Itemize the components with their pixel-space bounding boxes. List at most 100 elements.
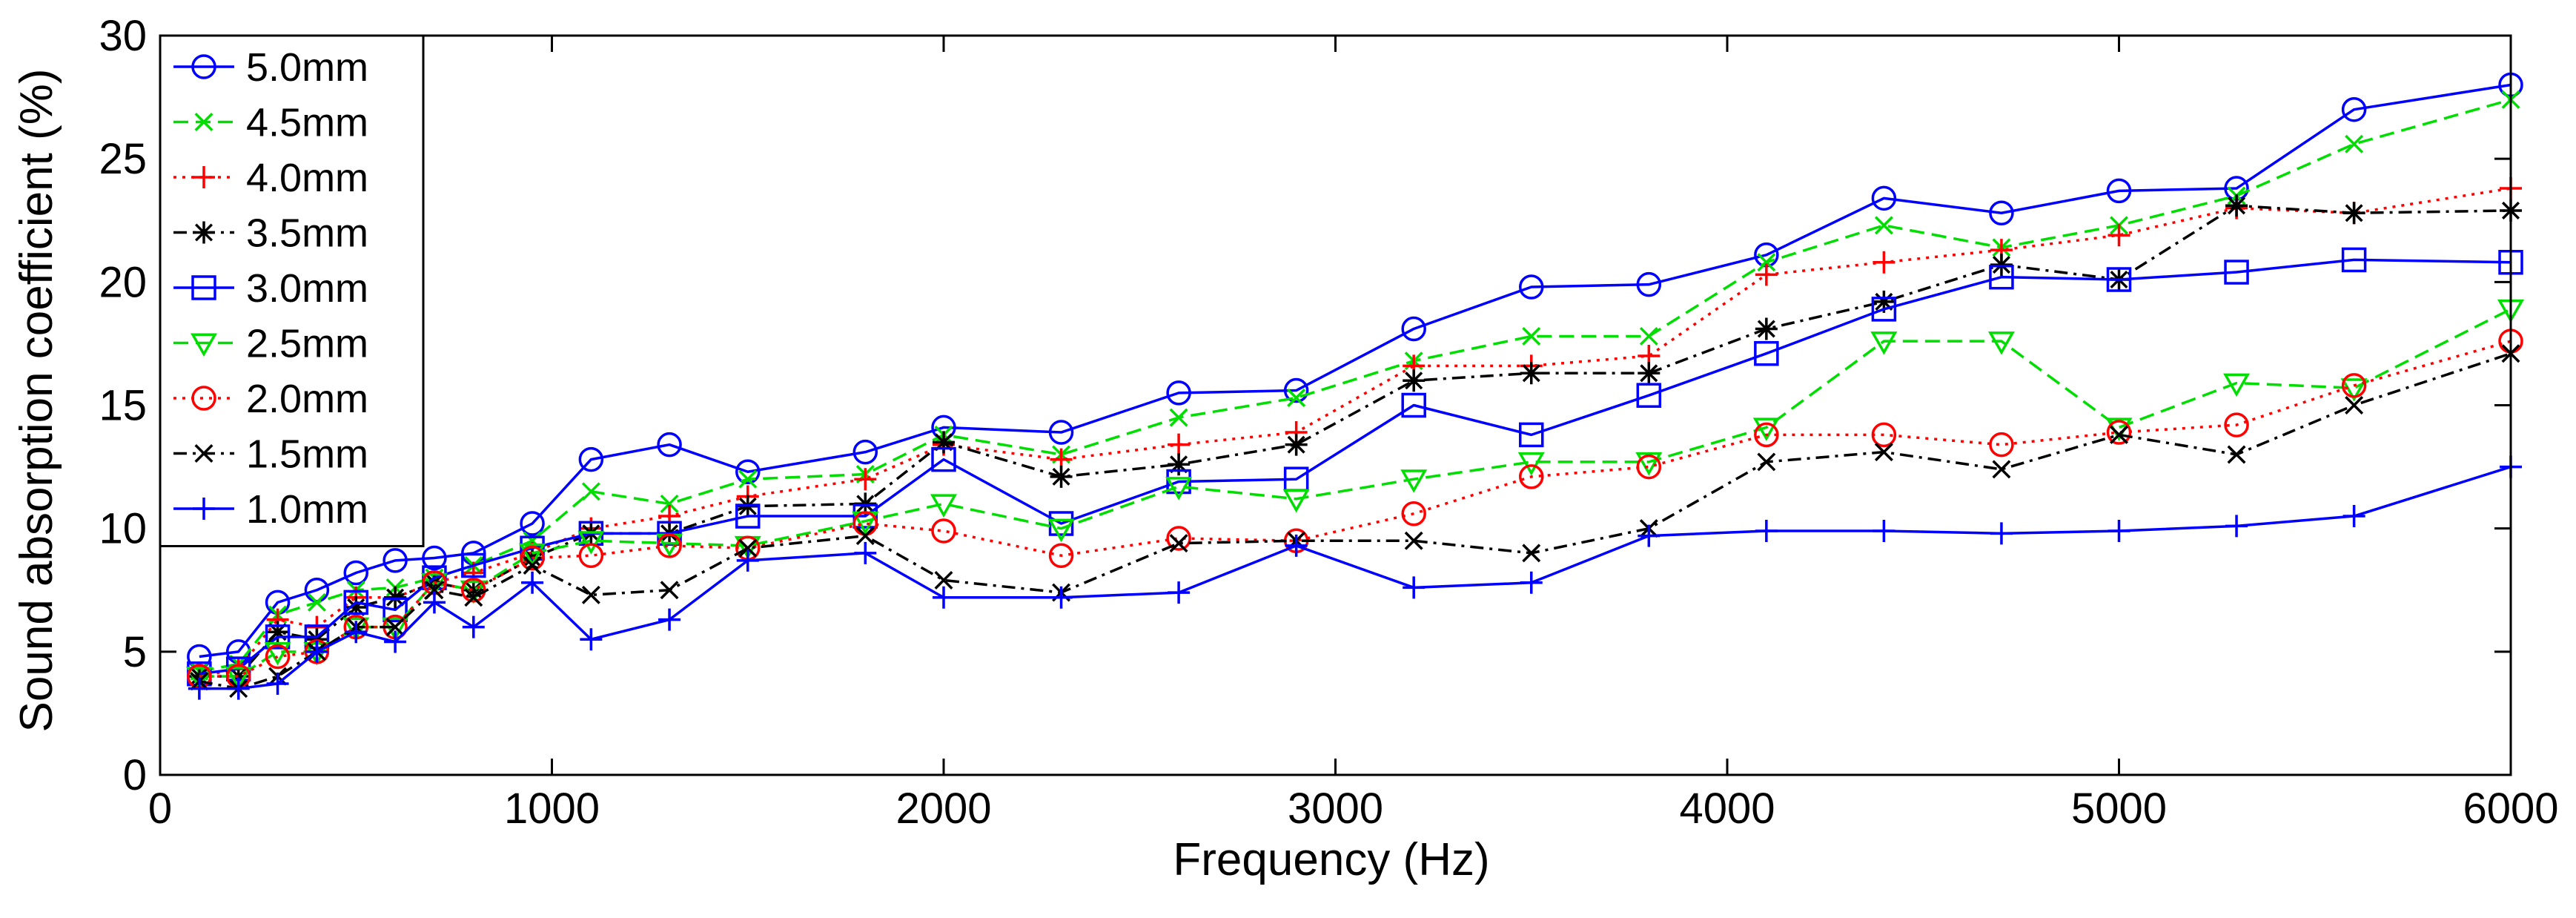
data-point [382, 617, 409, 641]
data-point [1755, 519, 1778, 542]
data-point [1283, 377, 1309, 403]
legend-marker [193, 221, 215, 244]
data-point [345, 621, 368, 644]
data-point [2223, 373, 2251, 397]
data-point [265, 644, 291, 670]
data-point [1754, 340, 1779, 366]
data-point [736, 549, 759, 572]
data-point [1050, 465, 1073, 488]
legend-marker [194, 113, 213, 131]
data-point [1755, 263, 1778, 286]
legend-entry: 1.0mm [173, 487, 368, 532]
data-point [2224, 260, 2249, 285]
data-point [1519, 422, 1544, 448]
data-point [2106, 420, 2132, 445]
data-point [855, 526, 875, 546]
data-point [1401, 316, 1426, 342]
data-point [2108, 224, 2130, 247]
legend-label: 2.0mm [246, 377, 368, 421]
data-point [1873, 519, 1895, 542]
data-point [1638, 524, 1661, 547]
x-tick-label: 2000 [895, 785, 991, 833]
data-point [1638, 362, 1661, 385]
data-point [385, 618, 405, 637]
data-point [931, 518, 956, 544]
data-point [225, 667, 252, 690]
y-tick-label: 25 [99, 135, 147, 183]
data-point [1401, 501, 1426, 526]
legend-entry: 2.5mm [173, 322, 368, 366]
y-axis-label: Sound absorption coefficient (%) [11, 69, 62, 733]
data-point [227, 677, 250, 700]
data-point [2342, 202, 2365, 225]
legend-marker [190, 333, 218, 357]
data-point [1048, 543, 1074, 568]
data-point [934, 570, 953, 590]
x-tick-label: 0 [148, 785, 172, 833]
data-point [578, 446, 604, 472]
data-point [2108, 519, 2130, 542]
data-point [854, 468, 877, 491]
legend-marker [193, 166, 215, 188]
data-point [1048, 511, 1074, 536]
data-point [519, 543, 546, 567]
data-point [423, 591, 446, 614]
data-point [1990, 522, 2013, 545]
legend-label: 4.5mm [246, 101, 368, 145]
data-point [657, 533, 682, 558]
data-point [462, 578, 485, 601]
data-point [852, 503, 878, 529]
data-point [660, 494, 679, 513]
data-point [1168, 581, 1191, 604]
data-point [345, 596, 368, 619]
legend-entry: 4.0mm [173, 156, 368, 200]
legend-marker [193, 498, 215, 520]
data-point [1522, 326, 1541, 346]
data-point [1168, 433, 1191, 456]
data-point [1520, 362, 1543, 385]
series-line-3.0mm [199, 258, 2512, 676]
data-point [1287, 389, 1306, 408]
data-point [1755, 317, 1778, 340]
data-point [265, 624, 291, 650]
data-point [1517, 452, 1545, 476]
data-point [1636, 271, 1662, 297]
data-point [2110, 425, 2128, 444]
data-point [738, 469, 758, 489]
legend-label: 1.0mm [246, 487, 368, 532]
data-point [660, 581, 679, 600]
data-point [343, 590, 368, 615]
data-point [1870, 331, 1898, 355]
data-point [422, 545, 447, 571]
data-point [1519, 464, 1544, 489]
data-point [343, 560, 368, 586]
data-point [2224, 412, 2249, 437]
data-point [2225, 194, 2248, 217]
data-point [461, 552, 486, 578]
data-point [1635, 452, 1663, 476]
legend-label: 1.5mm [246, 432, 368, 477]
series-line-1.5mm [199, 352, 2512, 690]
data-point [930, 494, 958, 518]
data-point [2345, 134, 2364, 153]
y-tick-label: 20 [99, 258, 147, 306]
data-point [577, 531, 605, 555]
data-point [852, 439, 878, 465]
legend-label: 5.0mm [246, 45, 368, 90]
data-point [581, 585, 600, 604]
data-point [305, 640, 328, 663]
data-point [931, 446, 956, 472]
data-point [1992, 460, 2011, 479]
data-point [523, 556, 542, 575]
data-point [1987, 331, 2015, 355]
data-point [384, 630, 407, 653]
data-point [264, 641, 291, 666]
x-axis-label: Frequency (Hz) [1173, 834, 1489, 885]
legend-label: 3.0mm [246, 266, 368, 311]
x-tick-label: 6000 [2463, 785, 2558, 833]
data-point [342, 617, 370, 641]
data-point [1404, 531, 1423, 550]
legend-marker [194, 444, 213, 463]
legend-label: 3.5mm [246, 211, 368, 256]
